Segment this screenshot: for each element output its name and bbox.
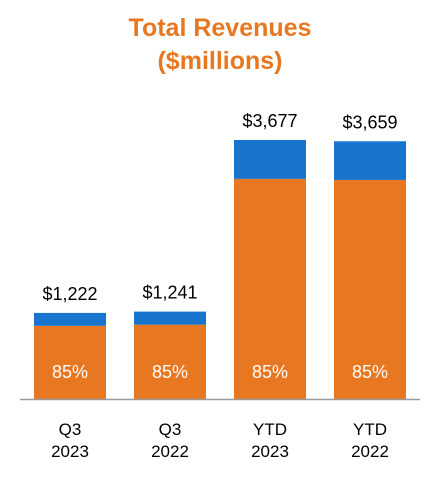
bar-segment-top xyxy=(234,140,306,179)
bar-total-label: $1,222 xyxy=(42,284,97,304)
bar-segment-top xyxy=(134,311,206,325)
bar-segment-label: 85% xyxy=(352,362,388,382)
bar-segment-label: 85% xyxy=(152,362,188,382)
bar-segment-label: 85% xyxy=(52,362,88,382)
chart-subtitle: ($millions) xyxy=(157,47,283,75)
bar-segment-base xyxy=(134,324,206,399)
bar-segment-label: 85% xyxy=(252,362,288,382)
x-tick-label: YTD xyxy=(253,420,287,439)
bar-segment-top xyxy=(34,312,106,326)
x-tick-label: Q3 xyxy=(159,420,182,439)
x-tick-label: Q3 xyxy=(59,420,82,439)
x-tick-label: 2023 xyxy=(251,442,289,461)
bar-segment-base xyxy=(234,178,306,399)
bar-total-label: $3,659 xyxy=(342,112,397,132)
bar-segment-base xyxy=(34,325,106,399)
x-tick-label: 2022 xyxy=(151,442,189,461)
chart-title: Total Revenues xyxy=(128,14,312,42)
bar-total-label: $1,241 xyxy=(142,283,197,303)
bar-segment-base xyxy=(334,179,406,399)
x-tick-label: YTD xyxy=(353,420,387,439)
bar-total-label: $3,677 xyxy=(242,111,297,131)
x-tick-label: 2022 xyxy=(351,442,389,461)
bar-segment-top xyxy=(334,141,406,180)
x-tick-label: 2023 xyxy=(51,442,89,461)
